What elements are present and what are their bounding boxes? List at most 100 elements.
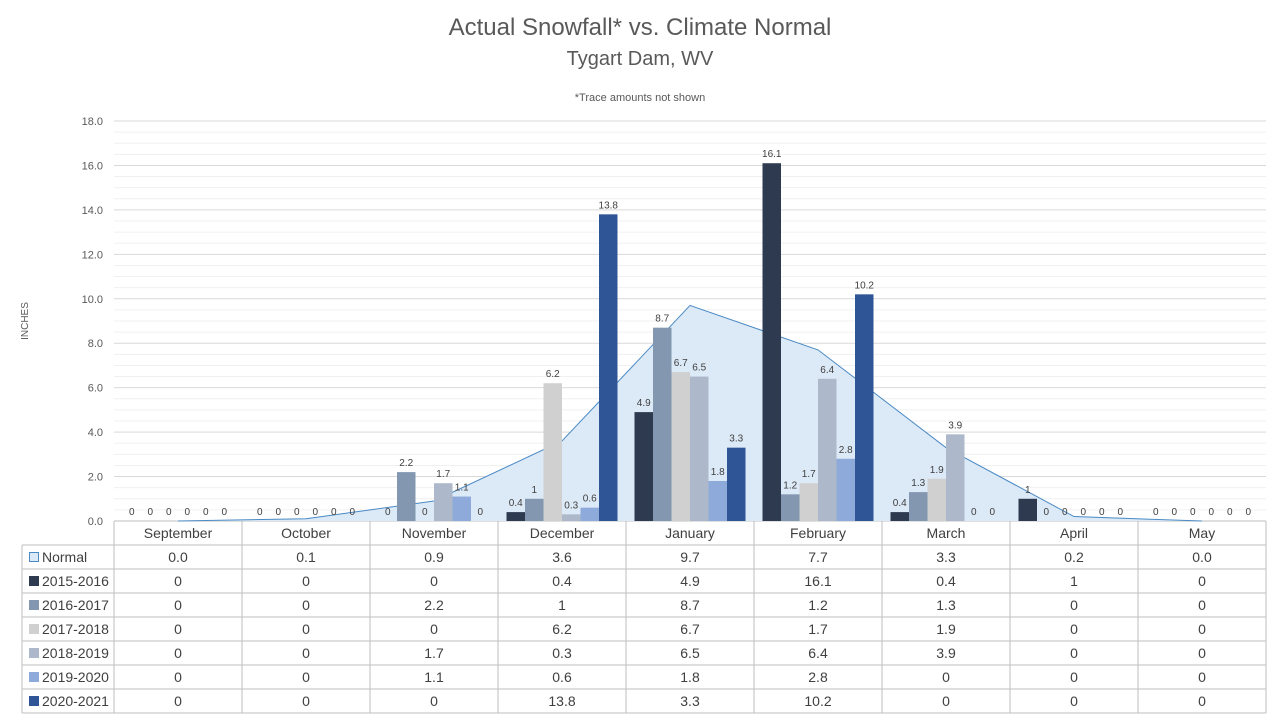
table-cell: 1 [1070, 573, 1078, 589]
bar-data-label: 0 [275, 507, 281, 518]
table-cell: 3.9 [936, 645, 956, 661]
table-cell: 1.7 [424, 645, 444, 661]
bar-data-label: 16.1 [762, 149, 782, 160]
y-tick-label: 4.0 [88, 427, 103, 439]
bar-data-label: 2.8 [839, 445, 853, 456]
table-cell: 8.7 [680, 597, 700, 613]
table-cell: 1.8 [680, 669, 700, 685]
table-cell: 1.3 [936, 597, 956, 613]
bar-data-label: 6.7 [674, 358, 688, 369]
legend-key [29, 624, 39, 634]
normal-line [177, 304, 1203, 522]
chart-subtitle: Tygart Dam, WV [567, 48, 714, 70]
bar [599, 214, 618, 522]
table-cell: 0.1 [296, 549, 316, 565]
y-axis-label: INCHES [20, 302, 31, 340]
bar-data-label: 0 [312, 507, 318, 518]
bar-data-label: 0 [971, 507, 977, 518]
y-tick-label: 16.0 [82, 160, 103, 172]
bar [762, 163, 781, 521]
table-cell: 3.3 [936, 549, 956, 565]
table-cell: 0 [174, 645, 182, 661]
table-cell: 16.1 [804, 573, 831, 589]
bar [434, 483, 453, 521]
table-cell: 0.9 [424, 549, 444, 565]
table-cell: 6.2 [552, 621, 572, 637]
bar [671, 372, 690, 521]
legend-key-normal [29, 552, 39, 562]
table-cell: 0 [302, 645, 310, 661]
bar-data-label: 1.8 [711, 467, 725, 478]
bar-data-label: 0 [257, 507, 263, 518]
table-cell: 0 [174, 597, 182, 613]
bar-data-label: 0 [422, 507, 428, 518]
table-cell: 0 [1198, 621, 1206, 637]
chart-title: Actual Snowfall* vs. Climate Normal [449, 14, 832, 41]
table-cell: 3.6 [552, 549, 572, 565]
table-cell: 1.7 [808, 621, 828, 637]
bar-data-label: 0 [1153, 507, 1159, 518]
table-cell: 1.1 [424, 669, 444, 685]
bar [562, 514, 581, 521]
bar-data-label: 0 [1117, 507, 1123, 518]
table-cell: 2.8 [808, 669, 828, 685]
table-cell: 4.9 [680, 573, 700, 589]
bar-data-label: 3.9 [948, 420, 962, 431]
x-category-label: September [144, 525, 213, 541]
x-category-label: October [281, 525, 331, 541]
bar-data-label: 8.7 [655, 314, 669, 325]
legend-key [29, 576, 39, 586]
y-tick-label: 14.0 [82, 205, 103, 217]
bar [836, 458, 855, 521]
table-cell: 0.3 [552, 645, 572, 661]
bar-data-label: 0 [1062, 507, 1068, 518]
bar-data-label: 0 [221, 507, 227, 518]
bar [634, 412, 653, 521]
bar-data-label: 0 [1080, 507, 1086, 518]
bar-data-label: 0 [294, 507, 300, 518]
table-cell: 0 [942, 693, 950, 709]
table-cell: 9.7 [680, 549, 700, 565]
table-row-label: Normal [42, 549, 87, 565]
bar-data-label: 1.2 [783, 480, 797, 491]
y-tick-label: 10.0 [82, 294, 103, 306]
table-cell: 0 [174, 693, 182, 709]
bar [855, 294, 874, 521]
bar-data-label: 1.9 [930, 465, 944, 476]
data-table: September October November December January F… [21, 521, 1267, 714]
table-cell: 2.2 [424, 597, 444, 613]
x-category-label: November [402, 525, 467, 541]
bar [653, 327, 672, 521]
table-row-label: 2017-2018 [42, 621, 109, 637]
table-cell: 10.2 [804, 693, 831, 709]
bar-data-label: 1.3 [911, 478, 925, 489]
x-category-label: December [530, 525, 595, 541]
bar-data-label: 1.7 [802, 469, 816, 480]
table-cell: 0.4 [552, 573, 572, 589]
bar-data-label: 6.4 [820, 365, 834, 376]
bar-data-label: 0 [1099, 507, 1105, 518]
bar [890, 512, 909, 521]
y-tick-label: 2.0 [88, 472, 103, 484]
table-cell: 0 [430, 621, 438, 637]
table-cell: 0.0 [1192, 549, 1212, 565]
table-cell: 0 [302, 669, 310, 685]
table-cell: 0 [302, 693, 310, 709]
table-cell: 3.3 [680, 693, 700, 709]
table-row-label: 2020-2021 [42, 693, 109, 709]
bar [927, 478, 946, 521]
bar-data-label: 1.7 [436, 469, 450, 480]
bar-data-label: 0 [1227, 507, 1233, 518]
table-cell: 0 [1070, 669, 1078, 685]
legend-key [29, 600, 39, 610]
table-cell: 0 [1198, 645, 1206, 661]
bar-data-label: 0 [385, 507, 391, 518]
table-cell: 13.8 [548, 693, 575, 709]
bar-data-label: 0.4 [509, 498, 523, 509]
bar-data-label: 1 [531, 485, 537, 496]
table-cell: 7.7 [808, 549, 828, 565]
table-cell: 6.4 [808, 645, 828, 661]
bar-data-label: 0 [1171, 507, 1177, 518]
table-cell: 0 [430, 573, 438, 589]
